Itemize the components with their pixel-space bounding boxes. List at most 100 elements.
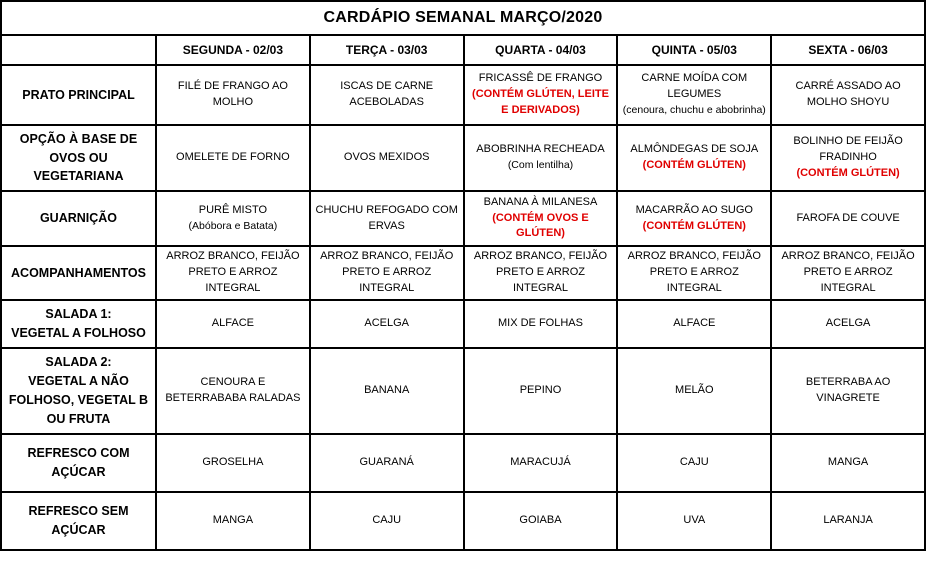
row-label-acompanhamentos: ACOMPANHAMENTOS (0, 245, 157, 301)
dish-text: MELÃO (675, 383, 714, 396)
dish-text: UVA (683, 513, 706, 526)
dish-text: ACELGA (825, 316, 871, 329)
menu-cell: ALFACE (155, 298, 311, 349)
row-label-opcao-a-base-de-ovos-ou-vegetariana: OPÇÃO À BASE DE OVOS OU VEGETARIANA (0, 124, 157, 192)
dish-text: GUARANÁ (359, 455, 414, 468)
menu-cell: MACARRÃO AO SUGO (CONTÉM GLÚTEN) (616, 190, 773, 247)
dish-text: BETERRABA AO VINAGRETE (805, 375, 891, 404)
page-title: CARDÁPIO SEMANAL MARÇO/2020 (0, 0, 926, 36)
allergen-note: (CONTÉM GLÚTEN) (642, 219, 746, 232)
dish-text: GOIABA (519, 513, 562, 526)
dish-detail: (Com lentilha) (507, 159, 574, 172)
menu-cell: FAROFA DE COUVE (770, 190, 926, 247)
dish-text: MANGA (212, 513, 254, 526)
dish-text: CARNE MOÍDA COM LEGUMES (641, 72, 748, 101)
row-label-line: SALADA 2: (45, 355, 112, 370)
dish-detail: (Abóbora e Batata) (188, 219, 278, 232)
menu-row-prato-principal: PRATO PRINCIPAL FILÉ DE FRANGO AO MOLHO IS… (0, 64, 926, 126)
dish-text: ABOBRINHA RECHEADA (476, 143, 605, 156)
menu-cell: CARRÉ ASSADO AO MOLHO SHOYU (770, 64, 926, 126)
row-label-refresco-sem-acucar: REFRESCO SEM AÇÚCAR (0, 490, 157, 551)
dish-text: MANGA (827, 455, 869, 468)
menu-cell: BOLINHO DE FEIJÃO FRADINHO (CONTÉM GLÚTEN… (770, 124, 926, 192)
row-label-line: VEGETAL A FOLHOSO (11, 325, 146, 340)
menu-cell: CHUCHU REFOGADO COM ERVAS (308, 190, 465, 247)
row-label-line: OPÇÃO À BASE DE (19, 131, 138, 146)
menu-cell: UVA (616, 490, 773, 551)
menu-cell: FRICASSÊ DE FRANGO (CONTÉM GLÚTEN, LEITE … (462, 64, 619, 126)
row-label-line: GUARNIÇÃO (39, 211, 118, 226)
row-label-prato-principal: PRATO PRINCIPAL (0, 64, 157, 126)
menu-cell: GROSELHA (155, 432, 311, 493)
menu-cell: ARROZ BRANCO, FEIJÃO PRETO E ARROZ INTEG… (462, 245, 619, 301)
row-label-guarnicao: GUARNIÇÃO (0, 190, 157, 247)
menu-cell: ACELGA (770, 298, 926, 349)
dish-text: ARROZ BRANCO, FEIJÃO PRETO E ARROZ INTEG… (627, 250, 761, 294)
menu-cell: CAJU (616, 432, 773, 493)
menu-cell: ALMÔNDEGAS DE SOJA (CONTÉM GLÚTEN) (616, 124, 773, 192)
row-label-line: VEGETAL A NÃO (28, 374, 129, 389)
menu-cell: MANGA (155, 490, 311, 551)
dish-text: PEPINO (519, 383, 562, 396)
dish-detail: (cenoura, chuchu e abobrinha) (622, 104, 766, 117)
day-header-quarta: QUARTA - 04/03 (462, 34, 619, 66)
menu-cell: ISCAS DE CARNE ACEBOLADAS (308, 64, 465, 126)
allergen-note: (CONTÉM OVOS E GLÚTEN) (492, 211, 589, 240)
day-header-sexta: SEXTA - 06/03 (770, 34, 926, 66)
menu-row-refresco-sem: REFRESCO SEM AÇÚCAR MANGA CAJU GOIABA UVA LARA… (0, 490, 926, 551)
day-header-quinta: QUINTA - 05/03 (616, 34, 773, 66)
menu-cell: MARACUJÁ (462, 432, 619, 493)
menu-cell: ARROZ BRANCO, FEIJÃO PRETO E ARROZ INTEG… (616, 245, 773, 301)
menu-row-refresco-com: REFRESCO COM AÇÚCAR GROSELHA GUARANÁ MARACUJ… (0, 432, 926, 493)
menu-row-acompanhamentos: ACOMPANHAMENTOS ARROZ BRANCO, FEIJÃO PRET… (0, 245, 926, 301)
dish-text: CHUCHU REFOGADO COM ERVAS (315, 203, 458, 232)
menu-cell: GUARANÁ (308, 432, 465, 493)
dish-text: CAJU (372, 513, 402, 526)
allergen-note: (CONTÉM GLÚTEN, LEITE E DERIVADOS) (472, 88, 609, 116)
dish-text: ALMÔNDEGAS DE SOJA (630, 143, 759, 156)
dish-text: ARROZ BRANCO, FEIJÃO PRETO E ARROZ INTEG… (473, 250, 608, 294)
dish-text: BOLINHO DE FEIJÃO FRADINHO (793, 135, 903, 164)
menu-table: CARDÁPIO SEMANAL MARÇO/2020 SEGUNDA - 02… (0, 0, 926, 551)
row-label-line: ACOMPANHAMENTOS (11, 265, 146, 280)
dish-text: CENOURA E BETERRABABA RALADAS (165, 375, 301, 404)
menu-cell: BANANA (308, 346, 465, 435)
menu-row-guarnicao: GUARNIÇÃO PURÊ MISTO (Abóbora e Batata) CHU… (0, 190, 926, 247)
menu-cell: PEPINO (462, 346, 619, 435)
menu-cell: ALFACE (616, 298, 773, 349)
row-label-refresco-com-acucar: REFRESCO COM AÇÚCAR (0, 432, 157, 493)
row-label-salada-2-vegetal-a-nao-folhoso-vegetal-b-ou-fruta: SALADA 2: VEGETAL A NÃO FOLHOSO, VEGETAL B… (0, 346, 157, 435)
menu-cell: CARNE MOÍDA COM LEGUMES (cenoura, chuchu … (616, 64, 773, 126)
dish-text: BANANA (364, 383, 410, 396)
row-label-line: REFRESCO SEM (28, 504, 129, 519)
dish-text: PURÊ MISTO (198, 203, 268, 216)
dish-text: LARANJA (823, 513, 873, 526)
dish-text: FILÉ DE FRANGO AO MOLHO (177, 80, 288, 108)
dish-text: MIX DE FOLHAS (498, 316, 583, 329)
dish-text: FAROFA DE COUVE (796, 211, 900, 224)
menu-cell: MELÃO (616, 346, 773, 435)
dish-text: FRICASSÊ DE FRANGO (478, 72, 603, 85)
dish-text: OMELETE DE FORNO (176, 151, 290, 164)
row-label-line: AÇÚCAR (51, 464, 106, 479)
row-label-line: OVOS OU VEGETARIANA (33, 150, 124, 184)
menu-cell: ACELGA (308, 298, 465, 349)
dish-text: ARROZ BRANCO, FEIJÃO PRETO E ARROZ INTEG… (166, 250, 300, 294)
menu-cell: BANANA À MILANESA (CONTÉM OVOS E GLÚTEN) (462, 190, 619, 247)
menu-cell: CENOURA E BETERRABABA RALADAS (155, 346, 311, 435)
allergen-note: (CONTÉM GLÚTEN) (796, 166, 900, 179)
dish-text: MACARRÃO AO SUGO (635, 203, 753, 216)
dish-text: GROSELHA (202, 455, 264, 468)
menu-cell: OVOS MEXIDOS (308, 124, 465, 192)
menu-cell: ARROZ BRANCO, FEIJÃO PRETO E ARROZ INTEG… (155, 245, 311, 301)
menu-cell: GOIABA (462, 490, 619, 551)
row-label-line: PRATO PRINCIPAL (22, 87, 135, 102)
menu-cell: ARROZ BRANCO, FEIJÃO PRETO E ARROZ INTEG… (770, 245, 926, 301)
row-label-line: SALADA 1: (45, 307, 112, 322)
menu-cell: LARANJA (770, 490, 926, 551)
allergen-note: (CONTÉM GLÚTEN) (642, 159, 746, 171)
menu-row-salada-1: SALADA 1: VEGETAL A FOLHOSO ALFACE ACELGA MI… (0, 298, 926, 349)
dish-text: ARROZ BRANCO, FEIJÃO PRETO E ARROZ INTEG… (781, 250, 915, 294)
day-header-terca: TERÇA - 03/03 (308, 34, 465, 66)
